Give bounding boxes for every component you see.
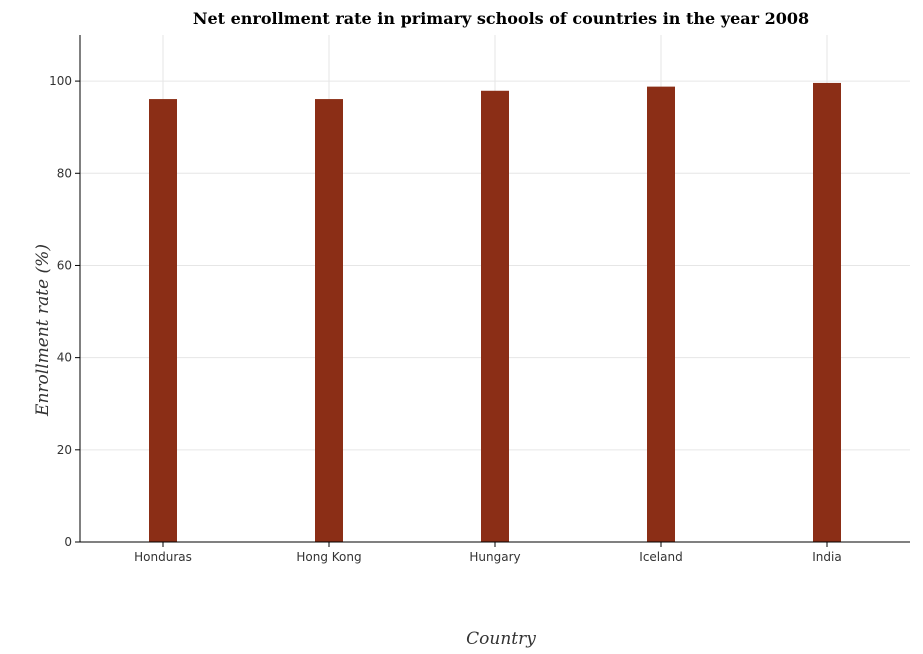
y-tick-label: 40 xyxy=(57,351,72,365)
x-tick-label: Honduras xyxy=(134,550,192,564)
bar-hong-kong xyxy=(315,99,343,543)
bar-iceland xyxy=(647,86,675,542)
y-tick-label: 80 xyxy=(57,166,72,180)
bar-honduras xyxy=(149,99,177,543)
y-axis-label: Enrollment rate (%) xyxy=(33,244,53,417)
chart-title: Net enrollment rate in primary schools o… xyxy=(193,9,809,28)
y-tick-label: 0 xyxy=(64,535,72,549)
y-tick-label: 20 xyxy=(57,443,72,457)
bar-hungary xyxy=(481,90,509,543)
y-tick-label: 100 xyxy=(49,74,72,88)
x-tick-label: India xyxy=(812,550,841,564)
y-tick-label: 60 xyxy=(57,258,72,272)
x-tick-label: Hungary xyxy=(469,550,520,564)
bars xyxy=(149,82,841,543)
axes: 0 20 40 60 80 100 Honduras Hong Kong Hungary Icel… xyxy=(49,35,910,564)
bar-india xyxy=(813,82,841,543)
x-axis-label: Country xyxy=(466,629,536,649)
x-tick-label: Iceland xyxy=(639,550,682,564)
x-tick-label: Hong Kong xyxy=(296,550,361,564)
